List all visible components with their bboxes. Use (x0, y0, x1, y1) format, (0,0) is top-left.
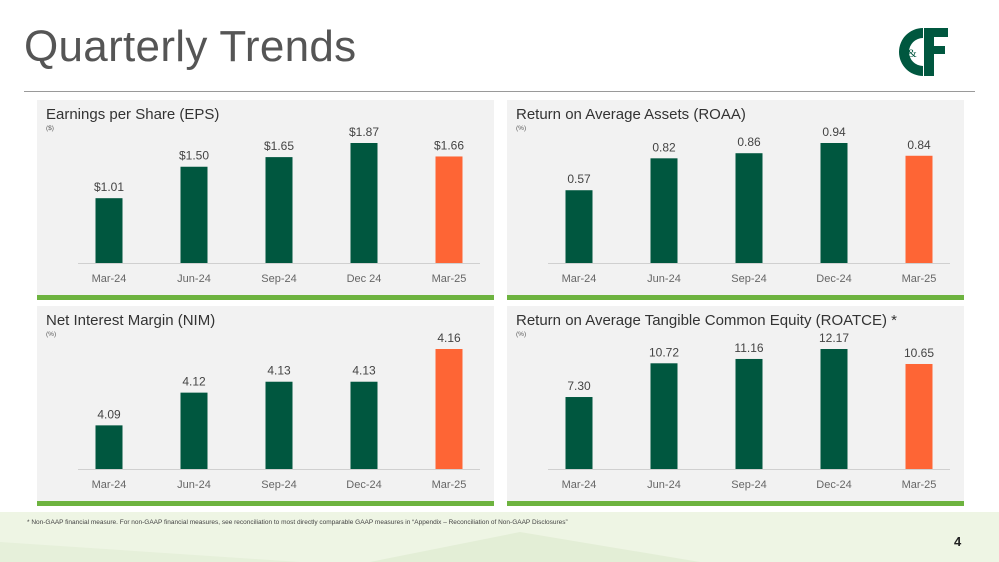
roaa-tick-label: Dec-24 (816, 273, 851, 285)
roaa-data-label: 0.82 (652, 140, 676, 154)
eps-tick-label: Dec 24 (347, 273, 382, 285)
nim-tick-label: Dec-24 (346, 479, 381, 491)
roatce-tick-label: Dec-24 (816, 479, 851, 491)
eps-data-label: $1.50 (179, 149, 209, 163)
eps-bar-dec-24 (350, 143, 378, 263)
roaa-tick-label: Mar-25 (902, 273, 937, 285)
eps-data-label: $1.01 (94, 180, 124, 194)
nim-data-label: 4.13 (267, 364, 291, 378)
roaa-bar-jun-24 (650, 158, 678, 263)
nim-tick-label: Sep-24 (261, 479, 296, 491)
eps-tick-label: Mar-24 (92, 273, 127, 285)
roatce-data-label: 7.30 (567, 379, 591, 393)
roaa-tick-label: Mar-24 (562, 273, 597, 285)
footer-decoration (0, 532, 700, 562)
roaa-chart-unit: (%) (516, 125, 527, 132)
eps-bar-sep-24 (265, 157, 293, 263)
roaa-bar-mar-25 (905, 155, 933, 263)
roatce-tick-label: Mar-24 (562, 479, 597, 491)
roatce-chart-unit: (%) (516, 331, 527, 338)
nim-bar-dec-24 (350, 381, 378, 469)
roaa-tick-label: Jun-24 (647, 273, 681, 285)
roaa-bar-sep-24 (735, 153, 763, 263)
nim-chart-unit: (%) (46, 331, 57, 338)
roaa-data-label: 0.86 (737, 135, 761, 149)
roatce-data-label: 11.16 (734, 341, 763, 355)
eps-bar-mar-24 (95, 198, 123, 263)
nim-chart-title: Net Interest Margin (NIM) (46, 312, 216, 329)
eps-bar-jun-24 (180, 166, 208, 263)
eps-bar-chart: $1.01 Mar-24 $1.50 Jun-24 $1.65 Sep-24 $1.87 De… (78, 125, 480, 285)
roatce-tick-label: Sep-24 (731, 479, 766, 491)
eps-tick-label: Mar-25 (432, 273, 467, 285)
nim-bar-chart: 4.09 Mar-24 4.12 Jun-24 4.13 Sep-24 4.13 Dec-24… (78, 331, 480, 491)
nim-data-label: 4.13 (352, 364, 376, 378)
roaa-panel-underline (507, 295, 964, 300)
nim-data-label: 4.12 (182, 375, 206, 389)
nim-bar-mar-25 (435, 349, 463, 469)
page-number: 4 (954, 534, 962, 549)
nim-tick-label: Mar-24 (92, 479, 127, 491)
nim-bar-sep-24 (265, 381, 293, 469)
eps-tick-label: Jun-24 (177, 273, 211, 285)
eps-bar-mar-25 (435, 156, 463, 263)
eps-chart-title: Earnings per Share (EPS) (46, 106, 220, 123)
eps-data-label: $1.65 (264, 139, 294, 153)
roatce-data-label: 12.17 (819, 331, 849, 345)
roatce-data-label: 10.72 (649, 345, 679, 359)
roatce-bar-dec-24 (820, 349, 848, 469)
nim-bar-mar-24 (95, 425, 123, 469)
roaa-data-label: 0.94 (822, 125, 846, 139)
roaa-bar-mar-24 (565, 190, 593, 263)
eps-data-label: $1.87 (349, 125, 379, 139)
roaa-data-label: 0.57 (567, 172, 591, 186)
eps-panel-underline (37, 295, 494, 300)
roatce-bar-sep-24 (735, 358, 763, 469)
roatce-bar-chart: 7.30 Mar-24 10.72 Jun-24 11.16 Sep-24 12.17 Dec… (548, 331, 950, 491)
roaa-tick-label: Sep-24 (731, 273, 766, 285)
page-title: Quarterly Trends (24, 22, 357, 71)
roatce-data-label: 10.65 (904, 346, 934, 360)
eps-data-label: $1.66 (434, 138, 464, 152)
svg-text:&: & (907, 46, 917, 60)
roaa-bar-dec-24 (820, 143, 848, 263)
footnote: * Non-GAAP financial measure. For non-GA… (27, 519, 568, 526)
roaa-bar-chart: 0.57 Mar-24 0.82 Jun-24 0.86 Sep-24 0.94 Dec-24… (548, 125, 950, 285)
company-logo: & (899, 28, 948, 76)
eps-chart-unit: ($) (46, 125, 54, 132)
nim-data-label: 4.16 (437, 331, 461, 345)
nim-bar-jun-24 (180, 392, 208, 469)
roaa-data-label: 0.84 (907, 138, 931, 152)
nim-tick-label: Mar-25 (432, 479, 467, 491)
roatce-tick-label: Jun-24 (647, 479, 681, 491)
title-divider (24, 91, 975, 92)
roaa-chart-title: Return on Average Assets (ROAA) (516, 106, 746, 123)
roatce-tick-label: Mar-25 (902, 479, 937, 491)
roaa-chart-panel: Return on Average Assets (ROAA) (%) 0.57… (507, 100, 964, 300)
roatce-bar-jun-24 (650, 363, 678, 469)
roatce-bar-mar-24 (565, 397, 593, 469)
eps-chart-panel: Earnings per Share (EPS) ($) $1.01 Mar-24… (37, 100, 494, 300)
roatce-chart-panel: Return on Average Tangible Common Equity… (507, 306, 964, 506)
nim-chart-panel: Net Interest Margin (NIM) (%) 4.09 Mar-24… (37, 306, 494, 506)
nim-data-label: 4.09 (97, 407, 121, 421)
nim-panel-underline (37, 501, 494, 506)
roatce-panel-underline (507, 501, 964, 506)
eps-tick-label: Sep-24 (261, 273, 296, 285)
roatce-chart-title: Return on Average Tangible Common Equity… (516, 312, 898, 329)
roatce-bar-mar-25 (905, 363, 933, 469)
nim-tick-label: Jun-24 (177, 479, 211, 491)
